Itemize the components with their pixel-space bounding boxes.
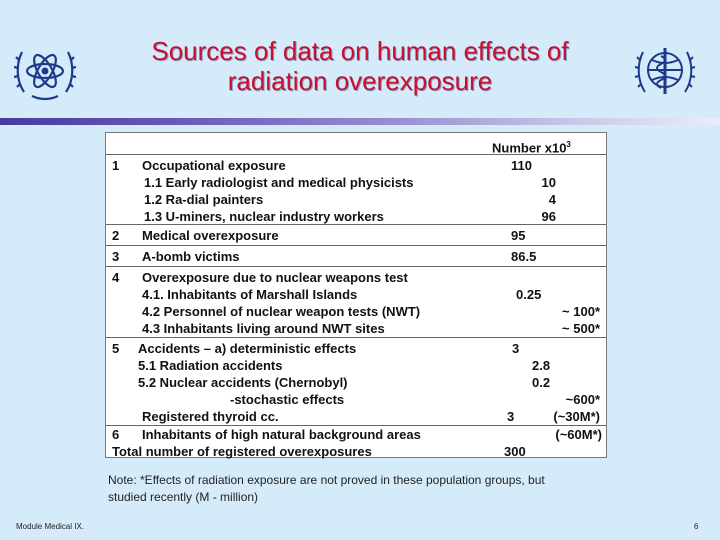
row-1-label: Occupational exposure bbox=[142, 158, 286, 173]
row-divider bbox=[106, 425, 606, 426]
page-number: 6 bbox=[694, 522, 699, 531]
row-3-value: 86.5 bbox=[511, 249, 537, 264]
row-5-2-value: 0.2 bbox=[532, 375, 551, 390]
row-4-number: 4 bbox=[112, 270, 120, 285]
row-2-label: Medical overexposure bbox=[142, 228, 279, 243]
footnote: Note: *Effects of radiation exposure are… bbox=[108, 472, 628, 506]
row-4-2-label: 4.2 Personnel of nuclear weapon tests (N… bbox=[142, 304, 421, 319]
row-1-2-value: 4 bbox=[548, 192, 556, 207]
row-3-number: 3 bbox=[112, 249, 120, 264]
row-4-3-label: 4.3 Inhabitants living around NWT sites bbox=[142, 321, 385, 336]
row-5-1-value: 2.8 bbox=[532, 358, 551, 373]
row-2-value: 95 bbox=[511, 228, 526, 243]
title-line-2: radiation overexposure bbox=[227, 66, 493, 96]
row-5-1-label: 5.1 Radiation accidents bbox=[138, 358, 283, 373]
footnote-line-2: studied recently (M - million) bbox=[108, 490, 259, 504]
footnote-line-1: Note: *Effects of radiation exposure are… bbox=[108, 473, 545, 487]
row-4-label: Overexposure due to nuclear weapons test bbox=[142, 270, 408, 285]
row-5-thyroid-value-2: (~30M*) bbox=[553, 409, 600, 424]
header-number: Number x103 bbox=[492, 140, 571, 156]
row-5-number: 5 bbox=[112, 341, 120, 356]
row-4-3-value: ~ 500* bbox=[562, 321, 600, 336]
title-line-1: Sources of data on human effects of bbox=[151, 36, 569, 66]
title-divider-bar bbox=[0, 118, 720, 125]
row-1-number: 1 bbox=[112, 158, 120, 173]
row-1-1-value: 10 bbox=[541, 175, 556, 190]
row-1-2-label: 1.2 Ra-dial painters bbox=[144, 192, 264, 207]
row-6-value: (~60M*) bbox=[555, 427, 602, 442]
row-divider bbox=[106, 224, 606, 225]
row-4-1-value: 0.25 bbox=[516, 287, 542, 302]
row-1-3-label: 1.3 U-miners, nuclear industry workers bbox=[144, 209, 384, 224]
row-3-label: A-bomb victims bbox=[142, 249, 240, 264]
row-4-2-value: ~ 100* bbox=[562, 304, 600, 319]
row-5-stochastic-value: ~600* bbox=[565, 392, 600, 407]
total-label: Total number of registered overexposures bbox=[112, 444, 372, 459]
row-1-1-label: 1.1 Early radiologist and medical physic… bbox=[144, 175, 414, 190]
who-logo-icon bbox=[634, 48, 696, 94]
row-4-1-label: 4.1. Inhabitants of Marshall Islands bbox=[142, 287, 358, 302]
row-1-3-value: 96 bbox=[541, 209, 556, 224]
data-table: Number x103 1 Occupational exposure 110 … bbox=[105, 132, 607, 459]
slide-title: Sources of data on human effects of radi… bbox=[100, 36, 620, 96]
row-divider bbox=[106, 245, 606, 246]
iaea-logo-icon bbox=[14, 51, 76, 101]
row-divider bbox=[106, 337, 606, 338]
row-1-value: 110 bbox=[511, 158, 532, 173]
row-5-2-label: 5.2 Nuclear accidents (Chernobyl) bbox=[138, 375, 348, 390]
total-value: 300 bbox=[504, 444, 526, 459]
row-5-thyroid-label: Registered thyroid cc. bbox=[142, 409, 279, 424]
row-5-value: 3 bbox=[512, 341, 520, 356]
row-5-stochastic-label: -stochastic effects bbox=[230, 392, 345, 407]
row-divider bbox=[106, 266, 606, 267]
row-5-label: Accidents – a) deterministic effects bbox=[138, 341, 357, 356]
footer-module-label: Module Medical IX. bbox=[16, 522, 85, 531]
header-exponent: 3 bbox=[566, 140, 571, 149]
row-5-thyroid-value: 3 bbox=[507, 409, 515, 424]
row-6-number: 6 bbox=[112, 427, 120, 442]
row-divider bbox=[106, 154, 606, 155]
row-6-label: Inhabitants of high natural background a… bbox=[142, 427, 421, 442]
row-2-number: 2 bbox=[112, 228, 120, 243]
